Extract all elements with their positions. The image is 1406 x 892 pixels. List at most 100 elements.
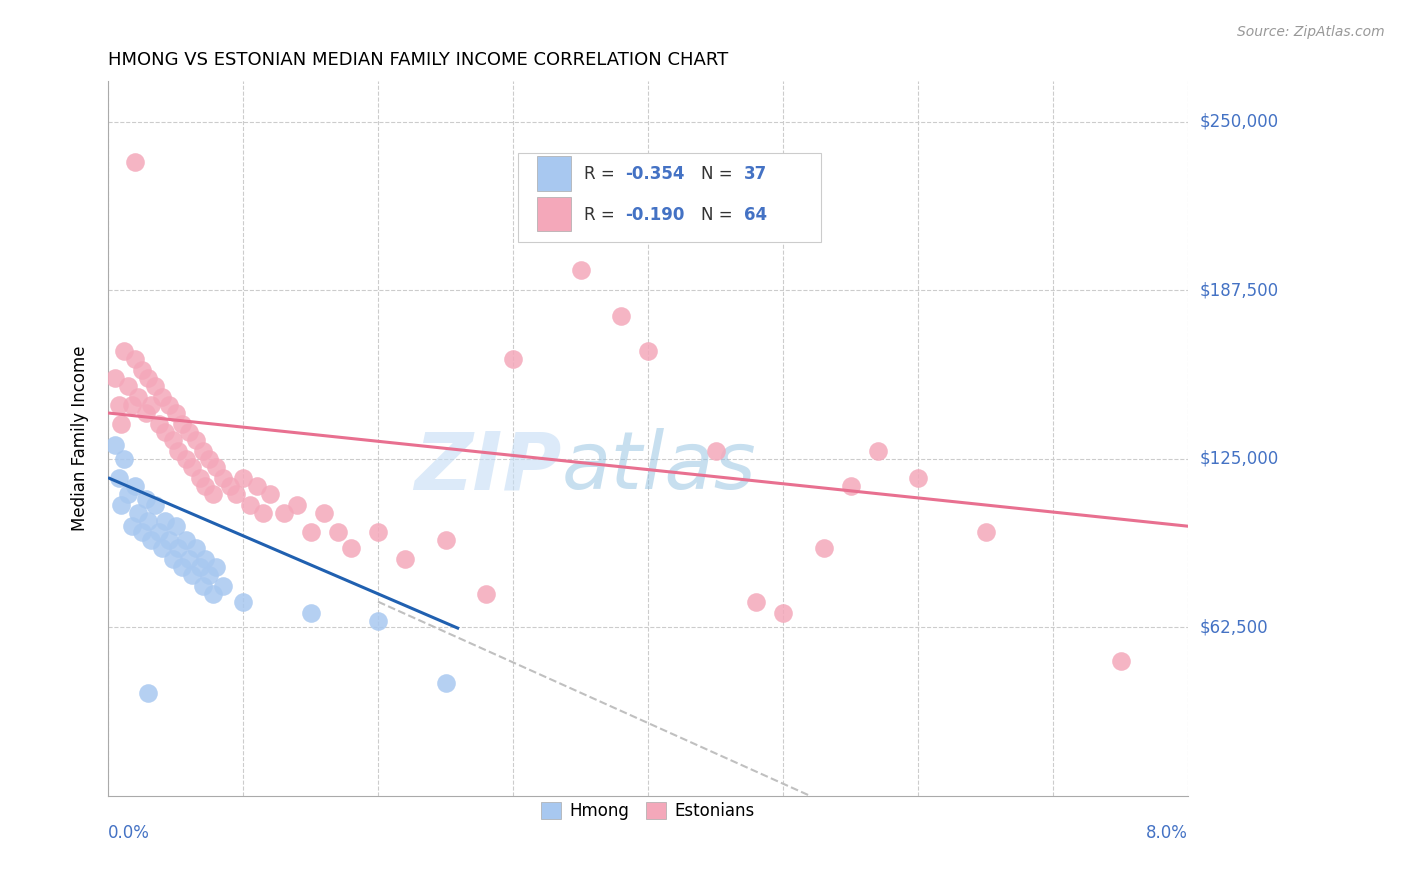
Point xyxy=(127,506,149,520)
Point xyxy=(191,578,214,592)
Point xyxy=(167,443,190,458)
Point xyxy=(112,451,135,466)
Point xyxy=(172,559,194,574)
Text: $125,000: $125,000 xyxy=(1199,450,1278,467)
Point xyxy=(974,524,997,539)
Point xyxy=(704,443,727,458)
Point xyxy=(239,498,262,512)
Point xyxy=(225,487,247,501)
Point xyxy=(135,406,157,420)
Point xyxy=(340,541,363,555)
Point xyxy=(148,417,170,431)
Point xyxy=(839,479,862,493)
Point xyxy=(162,433,184,447)
Point xyxy=(112,343,135,358)
Point xyxy=(180,567,202,582)
Point xyxy=(194,551,217,566)
Point xyxy=(273,506,295,520)
Text: $250,000: $250,000 xyxy=(1199,112,1278,131)
Point xyxy=(394,551,416,566)
Point xyxy=(177,551,200,566)
Point xyxy=(866,443,889,458)
Point xyxy=(610,309,633,323)
Bar xyxy=(537,156,571,191)
Text: 8.0%: 8.0% xyxy=(1146,824,1188,842)
Point xyxy=(569,263,592,277)
Point xyxy=(907,471,929,485)
Point xyxy=(131,363,153,377)
Point xyxy=(153,514,176,528)
Point xyxy=(107,471,129,485)
Point xyxy=(148,524,170,539)
Point xyxy=(745,595,768,609)
Point xyxy=(167,541,190,555)
Text: 0.0%: 0.0% xyxy=(108,824,150,842)
Point xyxy=(121,519,143,533)
Point xyxy=(143,498,166,512)
Point xyxy=(194,479,217,493)
Text: $62,500: $62,500 xyxy=(1199,618,1268,636)
Point xyxy=(157,533,180,547)
Point xyxy=(124,352,146,367)
FancyBboxPatch shape xyxy=(519,153,821,242)
Point xyxy=(184,433,207,447)
Point xyxy=(211,471,233,485)
Text: R =: R = xyxy=(585,164,620,183)
Point xyxy=(104,371,127,385)
Point xyxy=(124,479,146,493)
Point xyxy=(157,398,180,412)
Point xyxy=(135,492,157,507)
Text: N =: N = xyxy=(702,206,738,224)
Text: atlas: atlas xyxy=(561,428,756,506)
Point xyxy=(188,471,211,485)
Point xyxy=(141,533,163,547)
Point xyxy=(176,451,198,466)
Point xyxy=(110,417,132,431)
Point xyxy=(205,459,228,474)
Point xyxy=(110,498,132,512)
Point xyxy=(104,438,127,452)
Point xyxy=(150,541,173,555)
Bar xyxy=(537,197,571,231)
Point xyxy=(326,524,349,539)
Point xyxy=(180,459,202,474)
Point xyxy=(121,398,143,412)
Point xyxy=(211,578,233,592)
Point xyxy=(637,343,659,358)
Point xyxy=(107,398,129,412)
Point xyxy=(285,498,308,512)
Point xyxy=(367,524,389,539)
Point xyxy=(127,390,149,404)
Point xyxy=(176,533,198,547)
Point xyxy=(165,519,187,533)
Point xyxy=(434,533,457,547)
Point xyxy=(177,425,200,439)
Point xyxy=(138,514,160,528)
Y-axis label: Median Family Income: Median Family Income xyxy=(72,346,89,532)
Text: 64: 64 xyxy=(744,206,768,224)
Point xyxy=(198,567,221,582)
Text: ZIP: ZIP xyxy=(415,428,561,506)
Point xyxy=(218,479,240,493)
Point xyxy=(138,686,160,700)
Point xyxy=(434,675,457,690)
Point xyxy=(124,155,146,169)
Point xyxy=(232,471,254,485)
Point xyxy=(198,451,221,466)
Point xyxy=(143,379,166,393)
Point xyxy=(172,417,194,431)
Point xyxy=(131,524,153,539)
Point xyxy=(813,541,835,555)
Point xyxy=(772,606,794,620)
Point xyxy=(162,551,184,566)
Point xyxy=(141,398,163,412)
Point xyxy=(188,559,211,574)
Text: Source: ZipAtlas.com: Source: ZipAtlas.com xyxy=(1237,25,1385,39)
Point xyxy=(150,390,173,404)
Point xyxy=(299,606,322,620)
Point xyxy=(367,614,389,628)
Point xyxy=(245,479,267,493)
Point xyxy=(165,406,187,420)
Point xyxy=(191,443,214,458)
Point xyxy=(184,541,207,555)
